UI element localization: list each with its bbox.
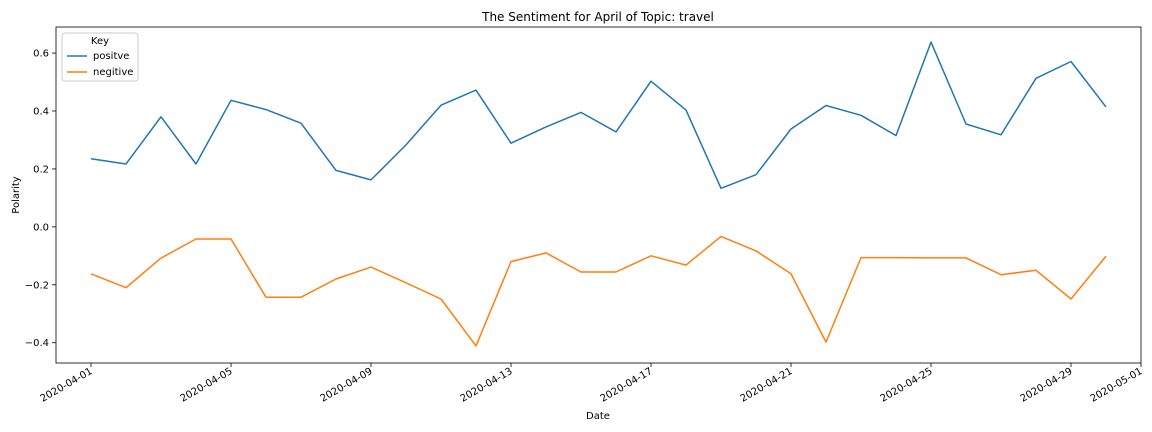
x-tick-label: 2020-04-21 [739, 366, 795, 405]
y-axis-label: Polarity [11, 176, 22, 214]
y-tick-label: 0.0 [33, 222, 49, 233]
series-line-positve [90, 41, 1107, 190]
y-tick-label: 0.6 [33, 49, 49, 60]
x-tick-label: 2020-05-01 [1089, 366, 1145, 405]
series-line-negitive [90, 235, 1107, 347]
x-tick-label: 2020-04-09 [319, 366, 375, 405]
legend: Key positve negitive [61, 32, 139, 82]
x-tick-label: 2020-04-13 [459, 366, 515, 405]
axes-frame [55, 26, 1142, 364]
y-tick-label: 0.4 [33, 107, 49, 118]
legend-label-negitive: negitive [93, 67, 133, 78]
y-tick-label: −0.2 [25, 280, 49, 291]
x-tick-label: 2020-04-05 [179, 366, 235, 405]
x-tick-label: 2020-04-25 [879, 366, 935, 405]
x-tick-label: 2020-04-29 [1019, 366, 1075, 405]
y-tick-label: −0.4 [25, 338, 49, 349]
legend-box [61, 32, 139, 82]
plot-area: −0.4 −0.2 0.0 0.2 0.4 0.6 2020-04-01 2020-04-05… [25, 26, 1145, 405]
x-tick-label: 2020-04-17 [599, 366, 655, 405]
x-axis-label: Date [586, 411, 610, 422]
legend-title: Key [91, 36, 109, 47]
chart-title: The Sentiment for April of Topic: travel [481, 10, 714, 24]
legend-label-positve: positve [93, 51, 129, 62]
y-tick-label: 0.2 [33, 164, 49, 175]
x-tick-label: 2020-04-01 [39, 366, 95, 405]
